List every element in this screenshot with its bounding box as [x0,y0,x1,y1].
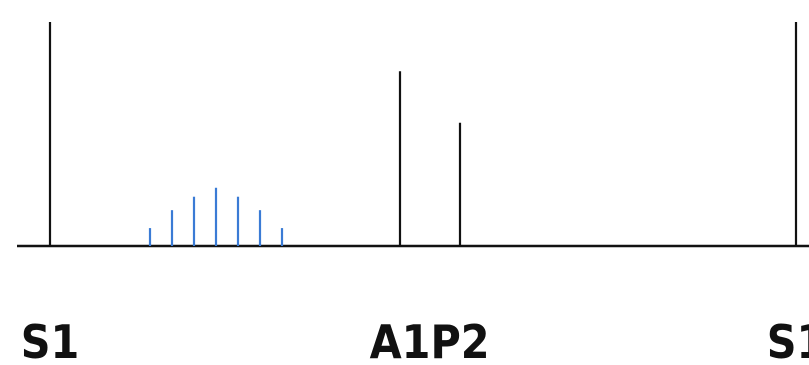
murmur-lines [148,187,284,246]
event-label-s1-3: S1 [767,315,809,365]
sound-events [48,22,798,246]
event-label-s1-0: S1 [21,315,80,365]
event-label-a1-1: A1 [370,315,431,365]
event-label-p2-2: P2 [430,315,489,365]
